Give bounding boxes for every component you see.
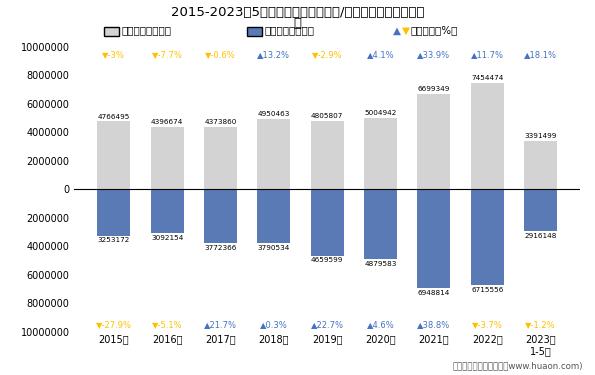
Text: 4805807: 4805807 bbox=[311, 113, 343, 119]
Bar bbox=[364, 118, 397, 189]
Bar bbox=[364, 189, 397, 259]
Text: 7454474: 7454474 bbox=[471, 75, 503, 81]
Text: ▼: ▼ bbox=[402, 26, 409, 35]
Text: 5004942: 5004942 bbox=[364, 110, 397, 116]
Text: ▲18.1%: ▲18.1% bbox=[524, 50, 557, 59]
Bar bbox=[524, 189, 557, 231]
Text: ▼-1.2%: ▼-1.2% bbox=[525, 320, 556, 329]
Text: 6699349: 6699349 bbox=[418, 86, 450, 92]
Bar bbox=[204, 189, 237, 243]
Bar bbox=[258, 189, 290, 243]
Bar bbox=[471, 189, 504, 285]
Text: 3253172: 3253172 bbox=[98, 237, 130, 243]
Text: ▲11.7%: ▲11.7% bbox=[471, 50, 504, 59]
Text: 制图：华经产业研究院（www.huaon.com): 制图：华经产业研究院（www.huaon.com) bbox=[453, 362, 583, 370]
Text: ▼-3.7%: ▼-3.7% bbox=[472, 320, 503, 329]
Text: ▲0.3%: ▲0.3% bbox=[260, 320, 288, 329]
Text: 3790534: 3790534 bbox=[258, 245, 290, 251]
Text: 同比增长（%）: 同比增长（%） bbox=[411, 26, 458, 35]
Bar bbox=[417, 189, 450, 288]
Bar bbox=[151, 189, 184, 234]
Bar bbox=[417, 94, 450, 189]
Text: ▼-7.7%: ▼-7.7% bbox=[152, 50, 183, 59]
Text: 计: 计 bbox=[293, 17, 302, 30]
Text: ▲21.7%: ▲21.7% bbox=[204, 320, 237, 329]
Bar bbox=[204, 127, 237, 189]
Text: 3092154: 3092154 bbox=[151, 235, 183, 241]
Text: 进口额（万美元）: 进口额（万美元） bbox=[265, 26, 315, 35]
Bar bbox=[471, 83, 504, 189]
Text: 3391499: 3391499 bbox=[524, 134, 557, 140]
Text: 出口额（万美元）: 出口额（万美元） bbox=[122, 26, 172, 35]
Text: ▲4.6%: ▲4.6% bbox=[367, 320, 394, 329]
Text: 4659599: 4659599 bbox=[311, 258, 343, 264]
Text: ▼-5.1%: ▼-5.1% bbox=[152, 320, 183, 329]
Text: ▼-3%: ▼-3% bbox=[102, 50, 126, 59]
Text: 6948814: 6948814 bbox=[418, 290, 450, 296]
Text: 2916148: 2916148 bbox=[524, 232, 557, 238]
Text: ▲22.7%: ▲22.7% bbox=[311, 320, 344, 329]
Text: 4373860: 4373860 bbox=[205, 119, 237, 125]
Text: ▲: ▲ bbox=[393, 26, 400, 35]
Text: 4950463: 4950463 bbox=[258, 111, 290, 117]
Text: ▲38.8%: ▲38.8% bbox=[417, 320, 450, 329]
Text: 6715556: 6715556 bbox=[471, 287, 503, 293]
Bar bbox=[151, 127, 184, 189]
Text: ▲33.9%: ▲33.9% bbox=[417, 50, 450, 59]
Text: ▲13.2%: ▲13.2% bbox=[258, 50, 290, 59]
Bar bbox=[98, 189, 130, 236]
Text: ▼-27.9%: ▼-27.9% bbox=[96, 320, 132, 329]
Bar bbox=[524, 141, 557, 189]
Bar bbox=[311, 189, 344, 256]
Text: ▼-0.6%: ▼-0.6% bbox=[205, 50, 236, 59]
Text: 4879583: 4879583 bbox=[364, 261, 397, 267]
Text: ▲4.1%: ▲4.1% bbox=[367, 50, 394, 59]
Bar bbox=[258, 119, 290, 189]
Bar bbox=[98, 122, 130, 189]
Text: 4766495: 4766495 bbox=[98, 114, 130, 120]
Bar bbox=[311, 121, 344, 189]
Text: ▼-2.9%: ▼-2.9% bbox=[312, 50, 343, 59]
Text: 2015-2023年5月河北省（境内目的地/货源地）进、出口额统: 2015-2023年5月河北省（境内目的地/货源地）进、出口额统 bbox=[171, 6, 424, 19]
Text: 4396674: 4396674 bbox=[151, 119, 183, 125]
Text: 3772366: 3772366 bbox=[205, 245, 237, 251]
